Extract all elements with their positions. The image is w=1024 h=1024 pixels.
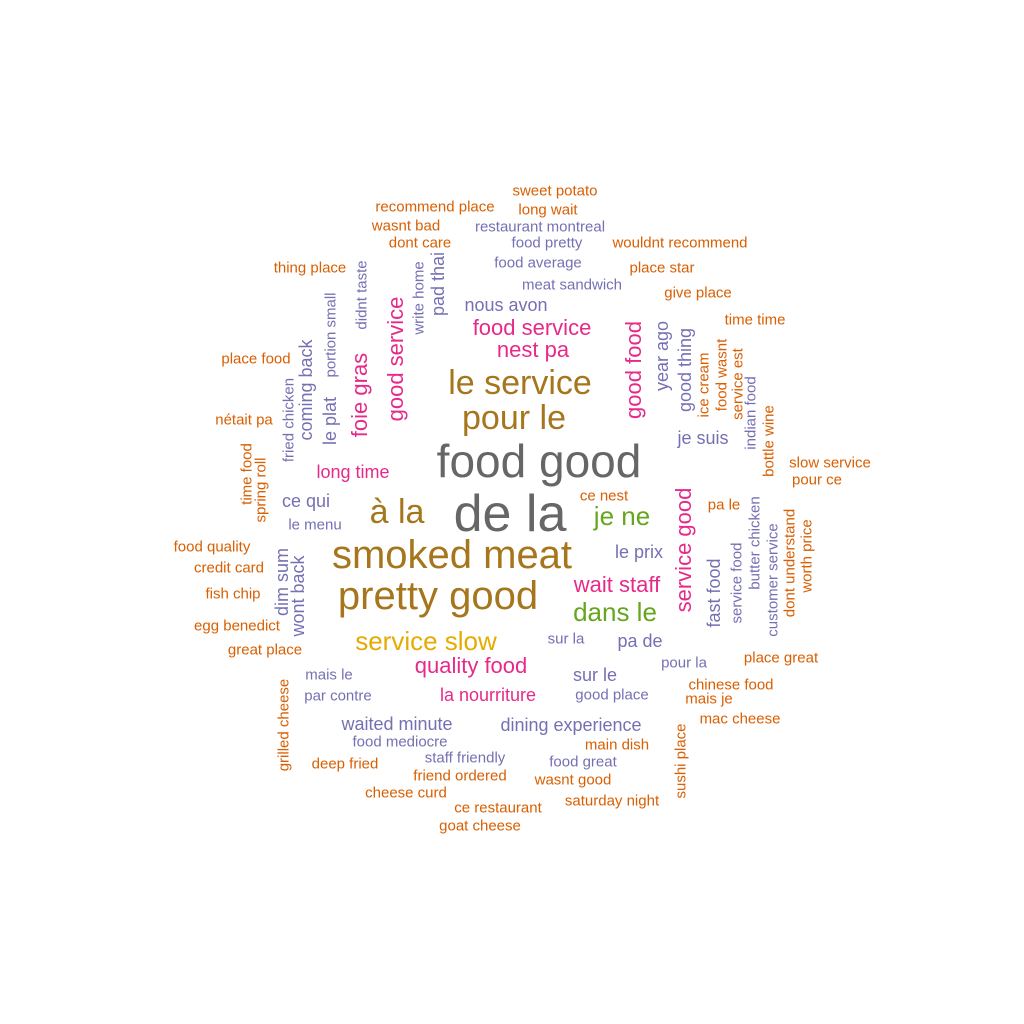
cloud-word: par contre (304, 687, 372, 705)
cloud-word: butter chicken (746, 496, 764, 590)
cloud-word: pour la (661, 654, 707, 672)
cloud-word: food good (436, 435, 642, 487)
cloud-word: ce restaurant (454, 799, 542, 817)
cloud-word: foie gras (347, 352, 372, 438)
cloud-word: waited minute (341, 714, 453, 734)
cloud-word: spring roll (252, 457, 270, 523)
cloud-word: long time (316, 462, 390, 482)
cloud-word: friend ordered (413, 767, 507, 785)
cloud-word: pour le (462, 399, 566, 437)
cloud-word: food average (494, 254, 582, 272)
cloud-word: dans le (573, 597, 657, 627)
cloud-word: de la (453, 485, 567, 543)
cloud-word: didnt taste (353, 260, 371, 330)
cloud-word: à la (369, 493, 425, 531)
cloud-word: year ago (652, 320, 672, 392)
cloud-word: recommend place (375, 198, 495, 216)
cloud-word: service good (671, 487, 696, 613)
cloud-word: main dish (584, 736, 650, 754)
cloud-word: good place (575, 686, 649, 704)
cloud-word: ice cream (695, 352, 713, 418)
cloud-word: food pretty (511, 234, 583, 252)
cloud-word: great place (227, 641, 303, 659)
cloud-word: service slow (355, 626, 497, 656)
cloud-word: le service (448, 364, 592, 402)
cloud-word: fried chicken (280, 377, 298, 463)
cloud-word: give place (664, 284, 732, 302)
cloud-word: sur le (572, 665, 618, 685)
cloud-word: wont back (288, 555, 308, 637)
cloud-word: nous avon (464, 295, 548, 315)
cloud-word: place food (221, 350, 291, 368)
cloud-word: food wasnt (713, 338, 731, 412)
cloud-word: service est (729, 348, 747, 420)
cloud-word: good food (621, 321, 646, 419)
cloud-word: dining experience (500, 715, 642, 735)
cloud-word: staff friendly (424, 749, 506, 767)
cloud-word: service food (728, 542, 746, 624)
cloud-word: fish chip (205, 585, 261, 603)
cloud-word: credit card (193, 559, 265, 577)
cloud-word: goat cheese (439, 817, 521, 835)
cloud-word: long wait (518, 201, 578, 219)
cloud-word: je ne (593, 501, 651, 531)
cloud-word: grilled cheese (275, 678, 293, 772)
cloud-word: place great (743, 649, 819, 667)
cloud-word: pad thai (428, 251, 448, 317)
cloud-word: le menu (288, 516, 342, 534)
cloud-word: mais le (305, 666, 353, 684)
cloud-word: dont care (388, 234, 452, 252)
cloud-word: chinese food (688, 676, 774, 694)
cloud-word: slow service (789, 454, 871, 472)
cloud-word: le prix (614, 542, 664, 562)
cloud-word: customer service (764, 523, 782, 637)
cloud-word: place star (629, 259, 695, 277)
cloud-word: nest pa (496, 337, 570, 362)
cloud-word: food mediocre (352, 733, 448, 751)
cloud-word: thing place (273, 259, 347, 277)
cloud-word: good service (383, 296, 408, 422)
cloud-word: nétait pa (215, 411, 273, 429)
cloud-word: je suis (677, 428, 729, 448)
cloud-word: coming back (296, 339, 316, 441)
cloud-word: quality food (414, 653, 528, 678)
cloud-word: egg benedict (194, 617, 280, 635)
cloud-word: sweet potato (512, 182, 598, 200)
cloud-word: meat sandwich (521, 276, 623, 294)
cloud-word: ce nest (579, 487, 629, 505)
cloud-word: la nourriture (439, 685, 537, 705)
cloud-word: food service (472, 315, 592, 340)
cloud-word: ce qui (281, 491, 331, 511)
cloud-word: sur la (547, 630, 585, 648)
cloud-word: portion small (322, 292, 340, 378)
cloud-word: pour ce (791, 471, 843, 489)
cloud-word: time time (724, 311, 786, 329)
cloud-word: wasnt bad (371, 217, 441, 235)
cloud-word: write home (410, 261, 428, 335)
cloud-word: le plat (320, 396, 340, 446)
cloud-word: restaurant montreal (474, 218, 606, 236)
cloud-word: wouldnt recommend (612, 234, 748, 252)
cloud-word: deep fried (311, 755, 379, 773)
cloud-word: wait staff (573, 572, 661, 597)
cloud-word: smoked meat (331, 533, 573, 577)
cloud-word: mais je (685, 690, 733, 708)
cloud-word: dont understand (781, 508, 799, 618)
cloud-word: food great (549, 753, 617, 771)
cloud-word: bottle wine (760, 405, 778, 477)
cloud-word: wasnt good (534, 771, 612, 789)
cloud-word: cheese curd (365, 784, 447, 802)
cloud-word: pa le (707, 496, 741, 514)
cloud-word: sushi place (672, 723, 690, 799)
cloud-word: food quality (173, 538, 251, 556)
cloud-word: worth price (798, 519, 816, 593)
cloud-word: pa de (617, 631, 663, 651)
cloud-word: fast food (704, 558, 724, 628)
cloud-word: good thing (675, 327, 695, 413)
cloud-word: mac cheese (699, 710, 781, 728)
cloud-word: saturday night (564, 792, 660, 810)
cloud-word: pretty good (337, 574, 539, 618)
